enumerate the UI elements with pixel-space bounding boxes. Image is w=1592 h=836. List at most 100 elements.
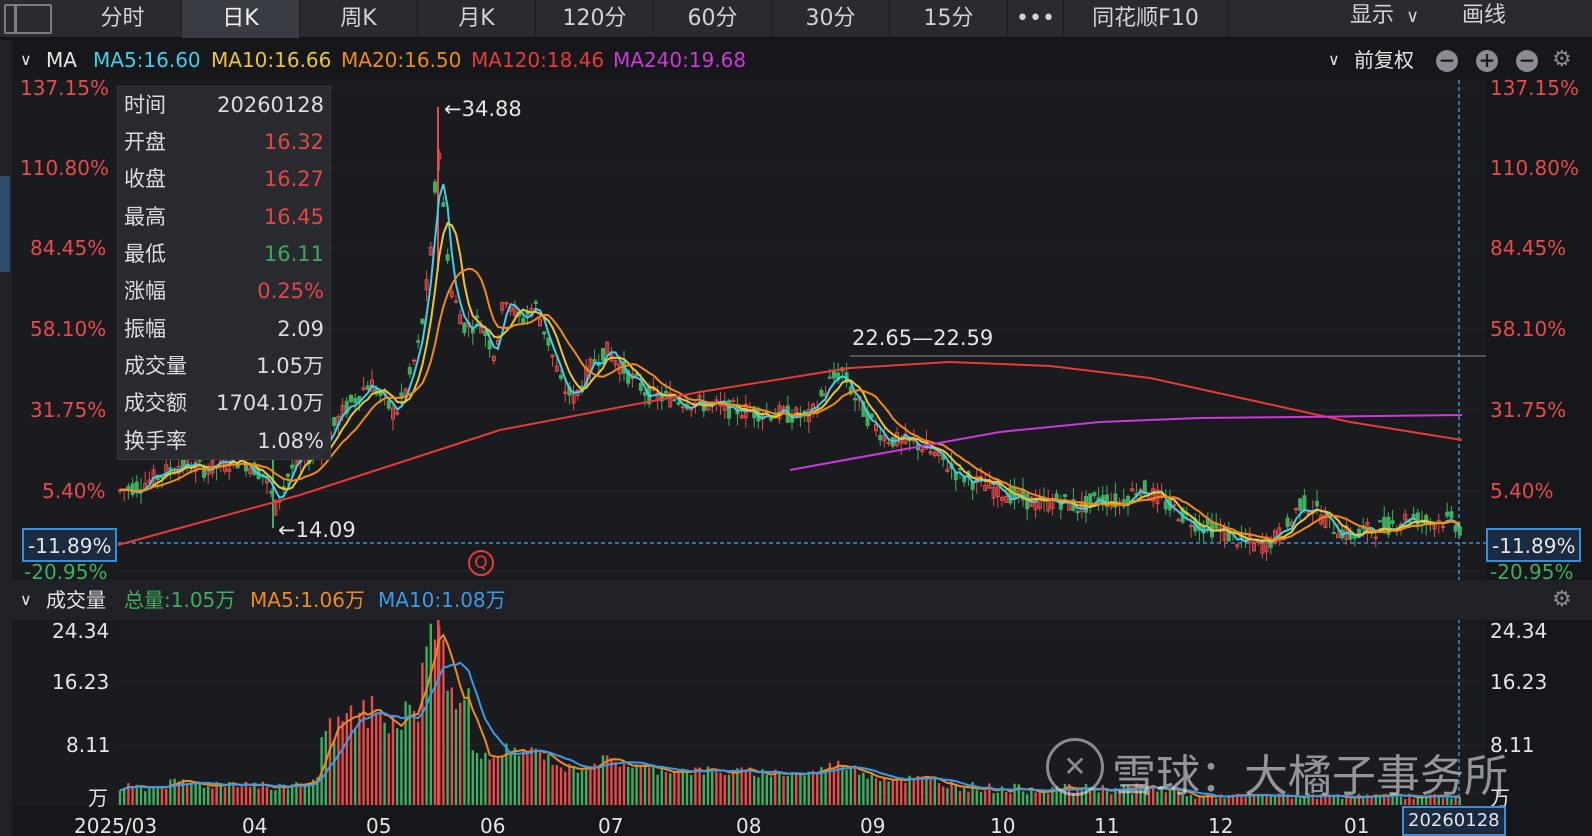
chevron-down-icon[interactable]: ∨	[1328, 50, 1340, 69]
volume-bar	[656, 774, 659, 805]
volume-bar	[1231, 794, 1235, 805]
candle-body	[613, 360, 618, 366]
candle-body	[479, 326, 484, 334]
axis-label: 5.40%	[42, 479, 106, 503]
volume-bar	[484, 752, 487, 805]
tab-15min[interactable]: 15分	[890, 0, 1008, 38]
candle-body	[727, 399, 731, 419]
volume-bar	[1349, 798, 1352, 805]
volume-bar	[555, 765, 558, 805]
volume-axis-label: 万	[1490, 786, 1510, 810]
gear-icon[interactable]: ⚙	[1552, 47, 1572, 72]
tab-daily-k[interactable]: 日K	[182, 0, 300, 38]
volume-bar	[862, 772, 865, 805]
chevron-down-icon[interactable]: ∨	[20, 50, 32, 69]
more-tabs-button[interactable]: •••	[1008, 0, 1064, 38]
volume-bar	[228, 782, 231, 805]
tooltip-row: 成交额 1704.10万	[124, 385, 324, 421]
volume-bar	[564, 771, 567, 805]
volume-bar	[643, 764, 647, 805]
tab-monthly-k[interactable]: 月K	[418, 0, 536, 38]
volume-bar	[723, 775, 726, 805]
volume-bar	[870, 774, 873, 805]
volume-bar	[1278, 793, 1281, 805]
tooltip-row: 振幅 2.09	[124, 311, 324, 347]
zoom-out-icon[interactable]: −	[1516, 50, 1538, 72]
axis-label: 110.80%	[1490, 156, 1579, 180]
zoom-in-icon[interactable]: +	[1476, 50, 1498, 72]
volume-bar	[971, 781, 974, 805]
volume-bar	[1282, 795, 1285, 805]
volume-bar	[123, 787, 126, 805]
volume-bar	[1299, 798, 1302, 805]
volume-bar	[1114, 787, 1117, 805]
volume-title[interactable]: 成交量	[46, 588, 106, 612]
date-label: 09	[860, 814, 886, 836]
display-menu[interactable]: 显示 ∨	[1350, 0, 1419, 38]
ma-indicator-label[interactable]: MA	[46, 48, 77, 72]
tab-120min[interactable]: 120分	[536, 0, 654, 38]
candle-body	[546, 337, 551, 346]
volume-total: 总量:1.05万	[124, 588, 236, 612]
volume-bar	[1185, 796, 1188, 805]
volume-bar	[925, 777, 928, 805]
candle-body	[130, 483, 135, 495]
candle-body	[953, 472, 958, 481]
candle-body	[420, 318, 425, 324]
tab-60min[interactable]: 60分	[654, 0, 772, 38]
volume-bar	[513, 747, 516, 805]
volume-bar	[1059, 791, 1062, 805]
gear-icon[interactable]: ⚙	[1552, 587, 1572, 612]
tooltip-row: 换手率 1.08%	[124, 423, 324, 459]
volume-bar	[1458, 797, 1461, 805]
collapse-icon[interactable]: −	[1436, 50, 1458, 72]
candle-body	[554, 365, 559, 372]
tab-weekly-k[interactable]: 周K	[300, 0, 418, 38]
volume-bar	[257, 788, 260, 805]
axis-label: 110.80%	[20, 156, 109, 180]
tab-f10[interactable]: 同花顺F10	[1064, 0, 1228, 38]
left-gutter-highlight	[0, 176, 10, 272]
chevron-down-icon[interactable]: ∨	[20, 590, 32, 609]
candle-body	[1378, 520, 1382, 523]
volume-bar	[1160, 787, 1163, 805]
candle-body	[500, 302, 505, 311]
volume-bar	[832, 769, 836, 805]
volume-bar	[526, 754, 529, 805]
candle-body	[344, 400, 349, 414]
candle-body	[680, 406, 685, 409]
volume-bar	[635, 764, 638, 805]
volume-bar	[404, 701, 407, 805]
candle-body	[491, 355, 496, 362]
candle-body	[1386, 516, 1391, 535]
tooltip-key: 开盘	[124, 130, 166, 154]
volume-bar	[807, 771, 810, 805]
volume-bar	[459, 702, 462, 805]
volume-bar	[1395, 793, 1398, 805]
volume-bar	[1194, 798, 1197, 805]
period-tab-bar: 分时 日K 周K 月K 120分 60分 30分 15分 ••• 同花顺F10 …	[0, 0, 1592, 38]
volume-ma10-line	[119, 661, 1460, 798]
candle-body	[601, 347, 605, 361]
volume-bar	[698, 767, 701, 805]
sidebar-toggle-icon[interactable]	[4, 4, 52, 34]
volume-bar	[761, 769, 764, 805]
tab-30min[interactable]: 30分	[772, 0, 890, 38]
volume-bar	[1248, 793, 1251, 805]
draw-line-button[interactable]: 画线	[1462, 3, 1507, 28]
tab-fenshi[interactable]: 分时	[64, 0, 182, 38]
adjust-mode-select[interactable]: 前复权	[1354, 48, 1414, 72]
volume-bar	[417, 721, 420, 805]
volume-bar	[916, 775, 920, 805]
candle-body	[1302, 495, 1307, 512]
tooltip-row: 最低 16.11	[124, 236, 324, 272]
volume-bar	[1387, 796, 1390, 805]
event-marker[interactable]: Q	[468, 550, 494, 576]
candle-body	[928, 451, 933, 455]
candle-body	[475, 315, 479, 319]
tooltip-value: 16.27	[263, 167, 324, 191]
tooltip-value: 1.08%	[257, 429, 324, 453]
tooltip-row: 时间 20260128	[124, 87, 324, 123]
volume-bar	[1164, 792, 1167, 805]
low-price-annotation: ←14.09	[278, 518, 356, 542]
